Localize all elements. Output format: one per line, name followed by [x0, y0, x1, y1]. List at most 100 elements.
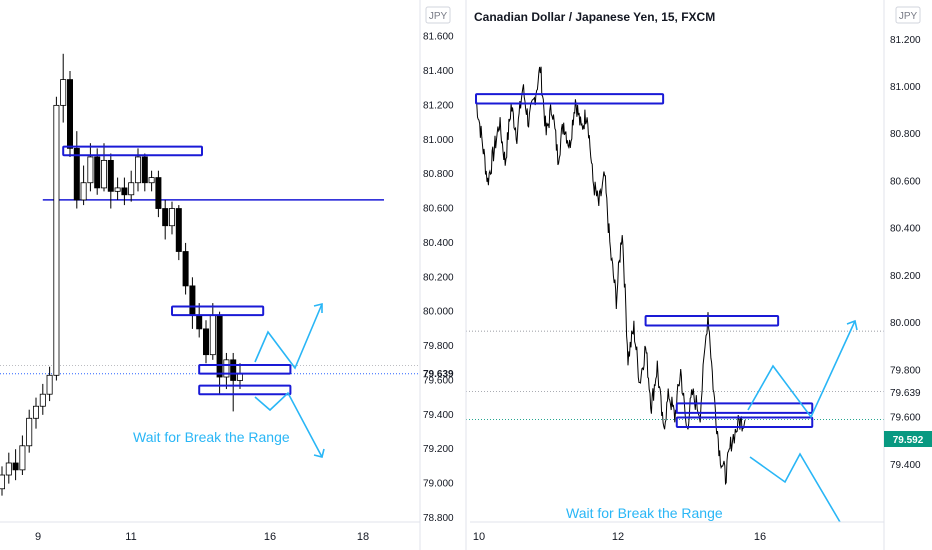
left-candle-body	[175, 208, 182, 252]
left-candle-body	[223, 359, 230, 378]
right-chart-title: Canadian Dollar / Japanese Yen, 15, FXCM	[474, 10, 715, 24]
right-currency-badge-box	[895, 6, 921, 24]
right-up-scenario-path	[747, 320, 856, 419]
left-y-tick-label: 80.000	[423, 307, 454, 318]
left-y-tick-label: 80.200	[423, 272, 454, 283]
left-up-scenario-path	[254, 303, 323, 370]
left-candle-body	[209, 314, 216, 356]
left-y-tick-label: 80.400	[423, 238, 454, 249]
left-down-scenario-path	[254, 391, 323, 458]
right-y-axis[interactable]: 81.200 81.000 80.800 80.600 80.400 80.200 80.0…	[890, 35, 921, 471]
right-levels	[466, 330, 884, 420]
left-candle-body	[141, 156, 148, 184]
left-candle-body	[162, 208, 169, 227]
left-y-tick-label: 81.200	[423, 100, 454, 111]
right-price-line	[475, 66, 746, 486]
right-up-arrowhead	[846, 319, 858, 331]
left-down-arrowhead	[313, 448, 325, 458]
right-currency-badge: JPY	[895, 6, 921, 24]
left-y-tick-label: 80.600	[423, 204, 454, 215]
right-y-tick-label: 79.800	[890, 365, 921, 376]
right-plot-area[interactable]	[470, 0, 884, 522]
left-currency-badge-box	[425, 6, 451, 24]
right-chart[interactable]: Wait for Break the Range Canadian Dollar…	[466, 0, 932, 550]
left-range-boxes[interactable]	[62, 145, 292, 396]
left-candle-body	[114, 187, 121, 192]
left-x-tick-label: 11	[125, 531, 136, 543]
left-candle-body	[189, 285, 196, 316]
right-range-box[interactable]	[644, 315, 780, 327]
left-y-tick-label: 79.400	[423, 410, 454, 421]
left-candle-body	[53, 104, 60, 376]
left-candle-body	[230, 359, 237, 381]
right-scenario-arrows	[747, 319, 858, 523]
right-down-scenario-path	[749, 452, 841, 523]
left-last-price-text: 79.639	[423, 369, 454, 380]
left-range-box[interactable]	[171, 305, 265, 317]
right-y-tick-label: 80.400	[890, 224, 921, 235]
left-candle-body	[73, 147, 80, 201]
left-candle-body	[33, 405, 40, 419]
left-candle-body	[202, 328, 209, 356]
left-candle-body	[12, 462, 19, 471]
left-candle-body	[80, 182, 87, 201]
right-y-tick-label: 81.000	[890, 82, 921, 93]
left-y-tick-label: 79.800	[423, 341, 454, 352]
right-last-price-box	[884, 431, 932, 447]
left-y-tick-label: 79.200	[423, 444, 454, 455]
right-x-axis[interactable]: 10 12 16	[473, 531, 766, 543]
right-y-tick-label: 79.600	[890, 413, 921, 424]
left-up-arrowhead	[313, 302, 323, 313]
right-range-boxes[interactable]	[475, 93, 814, 429]
left-candle-body	[101, 159, 108, 189]
left-y-tick-label: 80.800	[423, 169, 454, 180]
left-candle-body	[236, 373, 243, 381]
left-candles	[0, 53, 243, 496]
left-last-price-label: 79.639	[423, 369, 454, 380]
left-scenario-arrows	[254, 302, 325, 458]
right-y-tick-label: 80.000	[890, 318, 921, 329]
left-candle-body	[94, 156, 101, 189]
left-candle-body	[216, 314, 223, 378]
right-currency-label: JPY	[899, 11, 918, 22]
right-last-price-badge: 79.592	[884, 431, 932, 447]
right-x-tick-label: 16	[754, 531, 766, 543]
left-candle-body	[168, 208, 175, 227]
left-candle-body	[155, 177, 162, 209]
left-y-tick-label: 79.600	[423, 375, 454, 386]
right-range-box[interactable]	[675, 402, 814, 414]
left-chart[interactable]: Wait for Break the Range 81.60081.40081.…	[0, 0, 454, 550]
right-last-price-text: 79.592	[893, 435, 924, 446]
right-range-box[interactable]	[475, 93, 665, 105]
left-y-axis[interactable]: 81.600 81.400 81.200 81.000 80.800 80.600 80.4…	[423, 32, 454, 524]
right-range-box[interactable]	[675, 416, 814, 429]
left-range-box[interactable]	[62, 145, 204, 157]
left-candle-body	[0, 474, 5, 490]
right-y-tick-label: 80.800	[890, 129, 921, 140]
left-candle-body	[60, 79, 67, 106]
right-y-tick-label: 81.200	[890, 35, 921, 46]
left-y-tick-label: 81.000	[423, 135, 454, 146]
left-y-tick-label: 81.600	[423, 32, 454, 43]
right-y-tick-label: 79.400	[890, 460, 921, 471]
left-candle-body	[5, 462, 12, 476]
right-x-tick-label: 10	[473, 531, 485, 543]
left-candle-body	[19, 445, 26, 471]
left-range-box[interactable]	[198, 363, 292, 375]
left-candle-body	[87, 156, 94, 184]
left-x-axis[interactable]: 9 11 16 18	[35, 531, 369, 543]
left-candle-body	[46, 374, 53, 395]
right-price-series	[475, 66, 746, 486]
left-candle-body	[121, 187, 128, 196]
left-x-tick-label: 9	[35, 531, 41, 543]
left-annotation: Wait for Break the Range	[133, 429, 290, 445]
left-candle-body	[67, 79, 74, 149]
left-candle-body	[148, 177, 155, 184]
left-y-tick-label: 78.800	[423, 513, 454, 524]
left-range-box[interactable]	[198, 384, 292, 396]
left-candle-body	[134, 156, 141, 184]
right-annotation: Wait for Break the Range	[566, 505, 723, 521]
right-inner-price-label: 79.639	[890, 388, 921, 399]
left-candle-body	[182, 251, 189, 287]
left-candle-body	[39, 393, 46, 407]
